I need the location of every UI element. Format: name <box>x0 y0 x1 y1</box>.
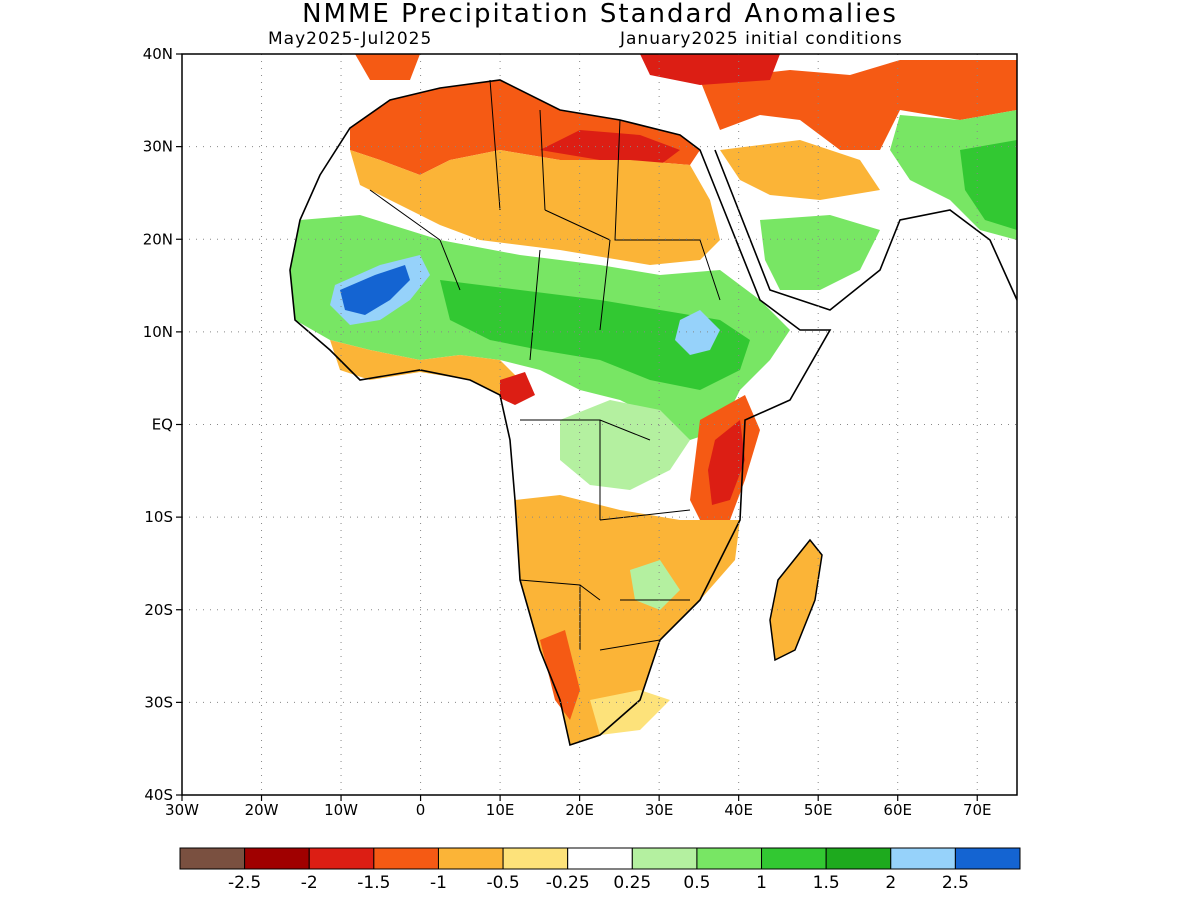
colorbar-swatch <box>373 847 439 870</box>
east-africa-coast-deep-dry <box>708 420 745 505</box>
colorbar: -2.5 -2 -1.5 -1 -0.5 -0.25 0.25 0.5 1 1.5 2 2.5 <box>179 847 1021 893</box>
colorbar-label: 0.25 <box>613 873 651 893</box>
botswana-light-wet <box>630 560 680 610</box>
colorbar-label: -1 <box>430 873 447 893</box>
arabia-mid-dry <box>720 140 880 200</box>
arabia-coastline <box>714 149 1017 311</box>
lon-tick-label: 60E <box>883 801 912 819</box>
lon-tick-label: 10E <box>486 801 515 819</box>
lon-tick-label: 20E <box>565 801 594 819</box>
colorbar-label: 0.5 <box>683 873 710 893</box>
arabia-dry-region <box>700 60 1017 150</box>
colorbar-swatch <box>437 847 504 870</box>
lat-tick-label: 10N <box>143 323 173 341</box>
europe-dry-strip <box>355 54 420 80</box>
congo-light-wet <box>560 400 690 490</box>
lon-tick-label: 40E <box>724 801 753 819</box>
africa-coastline <box>289 79 832 747</box>
lon-tick-label: 10W <box>324 801 358 819</box>
colorbar-label: -0.5 <box>486 873 519 893</box>
lon-tick-label: 30E <box>645 801 674 819</box>
latitude-axis: 40N 30N 20N 10N EQ 10S 20S 30S 40S <box>143 45 182 804</box>
colorbar-label: -1.5 <box>357 873 390 893</box>
west-africa-very-wet-core <box>340 265 410 315</box>
colorbar-swatch <box>567 847 633 870</box>
colorbar-label: 2.5 <box>942 873 969 893</box>
colorbar-swatch <box>244 847 310 870</box>
india-wet-core <box>960 140 1017 230</box>
colorbar-label: 1 <box>756 873 767 893</box>
initial-conditions-subtitle: January2025 initial conditions <box>620 29 903 49</box>
lat-tick-label: 20S <box>144 601 173 619</box>
ethiopia-wet-core <box>675 310 720 355</box>
lon-tick-label: 0 <box>416 801 426 819</box>
colorbar-swatch <box>631 847 698 870</box>
colorbar-swatch <box>954 847 1021 870</box>
page-title: NMME Precipitation Standard Anomalies <box>302 0 898 29</box>
colorbar-swatch <box>308 847 375 870</box>
arabia-south-wet <box>760 215 880 290</box>
lon-tick-label: 30W <box>165 801 199 819</box>
colorbar-label: 2 <box>885 873 896 893</box>
lon-tick-label: 50E <box>804 801 833 819</box>
mediterranean-sea <box>420 54 700 130</box>
lat-tick-label: EQ <box>152 416 173 434</box>
colorbar-swatch <box>890 847 956 870</box>
longitude-axis: 30W 20W 10W 0 10E 20E 30E 40E 50E 60E 70E <box>165 795 992 819</box>
colorbar-swatch <box>696 847 763 870</box>
period-subtitle: May2025-Jul2025 <box>268 29 433 49</box>
lon-tick-label: 20W <box>245 801 279 819</box>
colorbar-label: -2.5 <box>228 873 261 893</box>
colorbar-swatch <box>179 847 246 870</box>
lon-tick-label: 70E <box>963 801 992 819</box>
lat-tick-label: 40S <box>144 786 173 804</box>
colorbar-swatch <box>761 847 827 870</box>
colorbar-label: 1.5 <box>813 873 840 893</box>
colorbar-swatch <box>825 847 892 870</box>
south-africa-light-dry <box>590 690 670 735</box>
sahel-core-wet <box>440 280 750 390</box>
cameroon-dry-core <box>500 372 535 405</box>
colorbar-label: -2 <box>301 873 318 893</box>
lat-tick-label: 20N <box>143 230 173 248</box>
sahara-dry-region <box>350 150 720 265</box>
madagascar <box>770 540 822 660</box>
anomaly-shading <box>289 54 1017 747</box>
turkey-dry-strip <box>640 54 780 85</box>
colorbar-label: -0.25 <box>546 873 590 893</box>
lat-tick-label: 10S <box>144 508 173 526</box>
lat-tick-label: 30S <box>144 693 173 711</box>
angola-dry-core <box>540 630 580 720</box>
lat-tick-label: 40N <box>143 45 173 63</box>
madagascar-coastline <box>769 538 823 662</box>
red-sea <box>700 150 770 300</box>
country-borders <box>369 79 721 651</box>
colorbar-swatch <box>502 847 569 870</box>
libya-egypt-deep-dry <box>540 130 680 165</box>
lat-tick-label: 30N <box>143 138 173 156</box>
